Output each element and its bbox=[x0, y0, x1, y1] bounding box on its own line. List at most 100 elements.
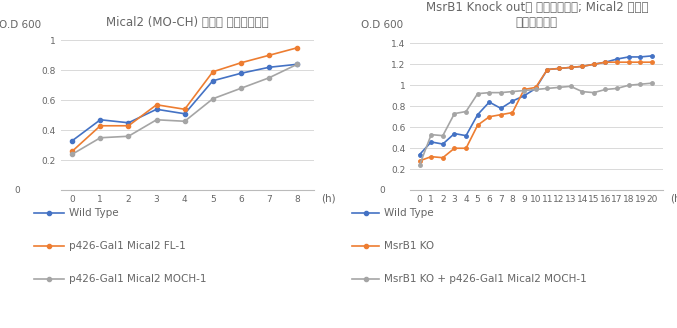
Text: 0: 0 bbox=[379, 186, 385, 195]
MsrB1 KO bbox=[450, 146, 458, 150]
Wild Type bbox=[209, 79, 217, 83]
p426-Gal1 Mical2 MOCH-1 bbox=[152, 118, 160, 122]
Wild Type bbox=[590, 62, 598, 66]
MsrB1 KO + p426-Gal1 Mical2 MOCH-1 bbox=[427, 133, 435, 136]
MsrB1 KO + p426-Gal1 Mical2 MOCH-1 bbox=[567, 84, 575, 88]
Wild Type bbox=[578, 64, 586, 68]
MsrB1 KO + p426-Gal1 Mical2 MOCH-1 bbox=[578, 90, 586, 93]
p426-Gal1 Mical2 FL-1 bbox=[68, 149, 77, 153]
Text: (h): (h) bbox=[321, 193, 336, 203]
Wild Type bbox=[293, 62, 301, 66]
Wild Type bbox=[508, 99, 517, 103]
MsrB1 KO bbox=[497, 113, 505, 117]
MsrB1 KO bbox=[520, 88, 528, 92]
Wild Type bbox=[427, 140, 435, 144]
Wild Type bbox=[237, 71, 245, 75]
MsrB1 KO bbox=[474, 123, 482, 127]
p426-Gal1 Mical2 MOCH-1 bbox=[96, 136, 104, 140]
p426-Gal1 Mical2 MOCH-1 bbox=[209, 97, 217, 101]
Wild Type bbox=[543, 68, 551, 72]
Wild Type bbox=[648, 54, 656, 58]
Wild Type bbox=[96, 118, 104, 122]
Line: Wild Type: Wild Type bbox=[418, 54, 653, 156]
p426-Gal1 Mical2 MOCH-1 bbox=[265, 76, 273, 80]
MsrB1 KO bbox=[613, 60, 621, 64]
MsrB1 KO + p426-Gal1 Mical2 MOCH-1 bbox=[462, 110, 470, 113]
Wild Type bbox=[555, 67, 563, 71]
Text: p426-Gal1 Mical2 FL-1: p426-Gal1 Mical2 FL-1 bbox=[69, 241, 185, 251]
p426-Gal1 Mical2 FL-1 bbox=[152, 103, 160, 107]
Wild Type bbox=[567, 66, 575, 70]
p426-Gal1 Mical2 MOCH-1 bbox=[181, 119, 189, 123]
Wild Type bbox=[439, 142, 447, 146]
p426-Gal1 Mical2 FL-1 bbox=[96, 124, 104, 128]
MsrB1 KO bbox=[625, 60, 633, 64]
MsrB1 KO + p426-Gal1 Mical2 MOCH-1 bbox=[474, 92, 482, 96]
Line: p426-Gal1 Mical2 FL-1: p426-Gal1 Mical2 FL-1 bbox=[70, 46, 299, 153]
Wild Type bbox=[450, 132, 458, 135]
Wild Type bbox=[68, 139, 77, 143]
MsrB1 KO + p426-Gal1 Mical2 MOCH-1 bbox=[497, 91, 505, 94]
MsrB1 KO bbox=[427, 155, 435, 159]
p426-Gal1 Mical2 MOCH-1 bbox=[68, 152, 77, 156]
Wild Type bbox=[601, 60, 609, 64]
MsrB1 KO + p426-Gal1 Mical2 MOCH-1 bbox=[613, 87, 621, 91]
MsrB1 KO + p426-Gal1 Mical2 MOCH-1 bbox=[416, 163, 424, 167]
MsrB1 KO bbox=[636, 60, 645, 64]
p426-Gal1 Mical2 FL-1 bbox=[125, 124, 133, 128]
MsrB1 KO + p426-Gal1 Mical2 MOCH-1 bbox=[648, 81, 656, 85]
MsrB1 KO + p426-Gal1 Mical2 MOCH-1 bbox=[508, 90, 517, 93]
Wild Type bbox=[462, 134, 470, 138]
Line: MsrB1 KO: MsrB1 KO bbox=[418, 60, 653, 163]
MsrB1 KO bbox=[531, 85, 540, 89]
MsrB1 KO bbox=[567, 66, 575, 70]
MsrB1 KO + p426-Gal1 Mical2 MOCH-1 bbox=[543, 87, 551, 91]
Wild Type bbox=[416, 153, 424, 156]
MsrB1 KO bbox=[648, 60, 656, 64]
MsrB1 KO bbox=[485, 115, 494, 119]
Text: p426-Gal1 Mical2 MOCH-1: p426-Gal1 Mical2 MOCH-1 bbox=[69, 274, 206, 284]
MsrB1 KO bbox=[462, 146, 470, 150]
MsrB1 KO bbox=[543, 68, 551, 72]
Wild Type bbox=[474, 113, 482, 117]
Wild Type bbox=[531, 87, 540, 91]
p426-Gal1 Mical2 FL-1 bbox=[237, 61, 245, 65]
Wild Type bbox=[625, 55, 633, 59]
MsrB1 KO + p426-Gal1 Mical2 MOCH-1 bbox=[485, 91, 494, 94]
p426-Gal1 Mical2 FL-1 bbox=[265, 53, 273, 57]
Y-axis label: O.D 600: O.D 600 bbox=[0, 20, 41, 30]
Title: MsrB1 Knock out의 성장억제효과; Mical2 발현시
성정억제효과: MsrB1 Knock out의 성장억제효과; Mical2 발현시 성정억제… bbox=[426, 1, 648, 29]
MsrB1 KO + p426-Gal1 Mical2 MOCH-1 bbox=[636, 82, 645, 86]
MsrB1 KO + p426-Gal1 Mical2 MOCH-1 bbox=[601, 88, 609, 92]
MsrB1 KO + p426-Gal1 Mical2 MOCH-1 bbox=[520, 89, 528, 92]
Line: p426-Gal1 Mical2 MOCH-1: p426-Gal1 Mical2 MOCH-1 bbox=[70, 62, 299, 156]
Text: (h): (h) bbox=[670, 193, 677, 203]
Wild Type bbox=[497, 106, 505, 110]
Text: Wild Type: Wild Type bbox=[69, 208, 118, 218]
Text: 0: 0 bbox=[15, 186, 20, 195]
MsrB1 KO + p426-Gal1 Mical2 MOCH-1 bbox=[555, 85, 563, 89]
Line: MsrB1 KO + p426-Gal1 Mical2 MOCH-1: MsrB1 KO + p426-Gal1 Mical2 MOCH-1 bbox=[418, 81, 653, 167]
Wild Type bbox=[125, 121, 133, 125]
MsrB1 KO bbox=[601, 60, 609, 64]
MsrB1 KO + p426-Gal1 Mical2 MOCH-1 bbox=[439, 134, 447, 138]
Text: MsrB1 KO: MsrB1 KO bbox=[384, 241, 434, 251]
MsrB1 KO bbox=[416, 159, 424, 163]
MsrB1 KO bbox=[578, 64, 586, 68]
Wild Type bbox=[152, 107, 160, 111]
p426-Gal1 Mical2 MOCH-1 bbox=[125, 134, 133, 138]
p426-Gal1 Mical2 FL-1 bbox=[293, 46, 301, 50]
MsrB1 KO bbox=[590, 62, 598, 66]
Line: Wild Type: Wild Type bbox=[70, 62, 299, 143]
Wild Type bbox=[265, 65, 273, 69]
p426-Gal1 Mical2 MOCH-1 bbox=[293, 62, 301, 66]
Y-axis label: O.D 600: O.D 600 bbox=[362, 20, 403, 30]
MsrB1 KO + p426-Gal1 Mical2 MOCH-1 bbox=[450, 112, 458, 115]
Wild Type bbox=[613, 57, 621, 61]
Text: Wild Type: Wild Type bbox=[384, 208, 433, 218]
Title: Mical2 (MO-CH) 발현시 성장억제효과: Mical2 (MO-CH) 발현시 성장억제효과 bbox=[106, 16, 269, 29]
p426-Gal1 Mical2 FL-1 bbox=[181, 107, 189, 111]
p426-Gal1 Mical2 FL-1 bbox=[209, 70, 217, 74]
MsrB1 KO + p426-Gal1 Mical2 MOCH-1 bbox=[531, 88, 540, 92]
MsrB1 KO bbox=[555, 67, 563, 71]
